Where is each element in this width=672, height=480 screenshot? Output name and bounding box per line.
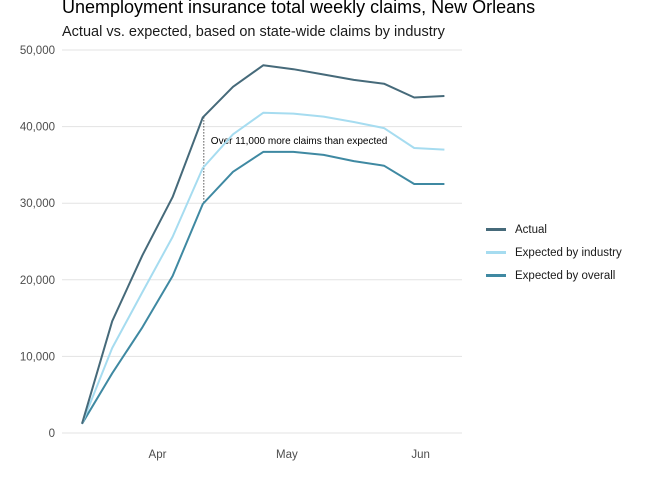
y-tick-label: 40,000	[20, 122, 55, 134]
x-tick-label: Jun	[411, 449, 430, 461]
legend-item-expected-by-overall: Expected by overall	[486, 264, 622, 287]
legend-item-expected-by-industry: Expected by industry	[486, 241, 622, 264]
x-tick-label: May	[276, 449, 298, 461]
legend: Actual Expected by industry Expected by …	[486, 218, 622, 287]
y-tick-label: 20,000	[20, 275, 55, 287]
chart-title: Unemployment insurance total weekly clai…	[62, 0, 536, 17]
x-tick-label: Apr	[149, 449, 167, 461]
series-line-expected-by-overall	[81, 150, 445, 425]
legend-item-actual: Actual	[486, 218, 622, 241]
legend-swatch-actual	[486, 228, 506, 231]
legend-swatch-expected-by-industry	[486, 251, 506, 254]
series-line-actual	[81, 64, 445, 425]
legend-label-expected-by-overall: Expected by overall	[515, 269, 616, 282]
series-line-expected-by-industry	[81, 111, 445, 425]
chart-subtitle: Actual vs. expected, based on state-wide…	[62, 24, 445, 40]
y-tick-label: 10,000	[20, 351, 55, 363]
y-tick-label: 50,000	[20, 45, 55, 57]
legend-swatch-expected-by-overall	[486, 274, 506, 277]
legend-label-expected-by-industry: Expected by industry	[515, 246, 622, 259]
legend-label-actual: Actual	[515, 223, 547, 236]
y-tick-label: 30,000	[20, 198, 55, 210]
annotation-label: Over 11,000 more claims than expected	[211, 136, 388, 147]
y-tick-label: 0	[49, 428, 55, 440]
